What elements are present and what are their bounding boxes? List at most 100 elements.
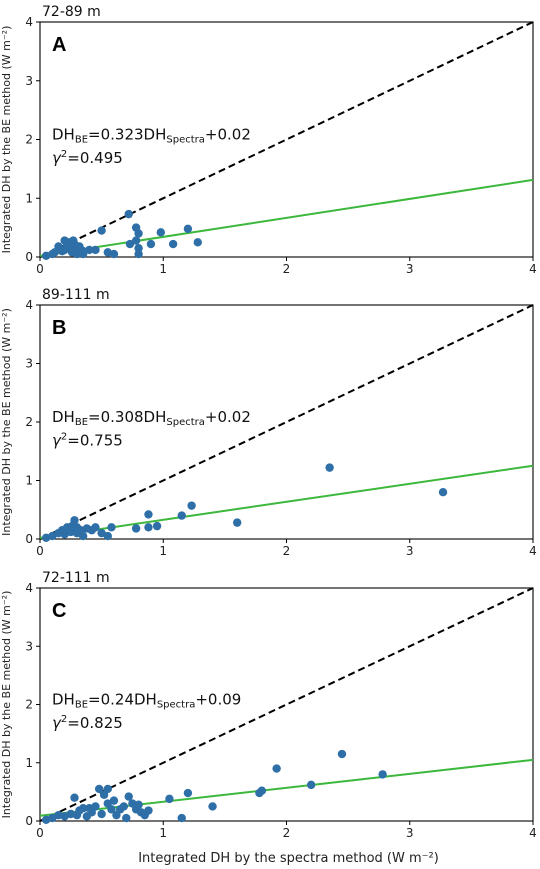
regression-equation: DHBE=0.323DHSpectra+0.02: [52, 126, 251, 146]
y-axis-label: Integrated DH by the BE method (W m⁻²): [0, 591, 13, 819]
x-tick-label: 3: [406, 544, 414, 558]
y-tick-label: 2: [25, 415, 33, 429]
y-tick-label: 3: [25, 639, 33, 653]
data-point: [70, 793, 79, 802]
panel-c: 0 1 2 3 4 0 1 2 3 4 Integrated DH by the BE method…: [0, 570, 537, 840]
panel-b: 0 1 2 3 4 0 1 2 3 4 Integrated DH by the BE method…: [0, 287, 537, 558]
y-tick-label: 3: [25, 74, 33, 88]
x-tick-label: 2: [283, 544, 291, 558]
data-point: [272, 764, 281, 773]
data-point: [134, 243, 143, 253]
data-point: [134, 249, 143, 259]
y-tick-label: 2: [25, 133, 33, 147]
y-tick-label: 0: [25, 532, 33, 546]
x-tick-label: 4: [529, 826, 537, 840]
data-point: [97, 809, 106, 819]
panel-a: 0 1 2 3 4 0 1 2 3 4 Integrated DH by the BE method…: [0, 4, 537, 276]
data-point: [124, 209, 133, 219]
x-tick-label: 0: [36, 826, 44, 840]
data-point: [144, 523, 153, 532]
y-tick-label: 0: [25, 250, 33, 264]
data-point: [131, 236, 141, 245]
x-axis-label: Integrated DH by the spectra method (W m…: [138, 851, 439, 866]
one-to-one-line: [39, 587, 534, 822]
r-squared-label: γ2=0.755: [52, 431, 123, 449]
data-point: [91, 245, 100, 255]
data-point: [125, 239, 135, 249]
data-point: [337, 749, 347, 759]
depth-range-label: 72-111 m: [42, 570, 110, 586]
data-point: [134, 229, 143, 238]
y-tick-label: 0: [25, 814, 33, 828]
data-point: [144, 510, 153, 519]
y-tick-label: 1: [25, 474, 33, 488]
data-point: [122, 813, 131, 823]
depth-range-label: 89-111 m: [42, 287, 110, 303]
data-point: [119, 802, 129, 811]
data-point: [91, 802, 100, 811]
data-point: [177, 511, 186, 520]
y-tick-label: 4: [25, 581, 33, 595]
panel-letter: C: [52, 600, 66, 622]
data-point: [187, 501, 196, 510]
y-axis-label: Integrated DH by the BE method (W m⁻²): [0, 308, 13, 536]
x-tick-label: 2: [283, 262, 291, 276]
x-tick-label: 1: [159, 262, 167, 276]
data-point: [78, 531, 88, 541]
data-point: [146, 239, 156, 249]
data-point: [109, 796, 119, 805]
data-point: [131, 524, 141, 533]
data-point: [144, 806, 153, 815]
regression-equation: DHBE=0.24DHSpectra+0.09: [52, 691, 241, 711]
regression-equation: DHBE=0.308DHSpectra+0.02: [52, 408, 251, 428]
y-tick-label: 4: [25, 298, 33, 312]
data-point: [134, 800, 143, 809]
one-to-one-line: [39, 304, 534, 540]
data-point: [107, 523, 116, 532]
panel-letter: A: [52, 34, 66, 56]
data-point: [306, 780, 316, 790]
data-point: [438, 488, 448, 497]
data-point: [107, 805, 116, 814]
data-point: [257, 786, 267, 795]
x-tick-label: 1: [159, 544, 167, 558]
x-tick-label: 4: [529, 544, 537, 558]
data-point: [103, 784, 112, 794]
data-point: [91, 523, 100, 532]
data-point: [156, 228, 165, 237]
data-point: [152, 521, 162, 531]
data-point: [78, 249, 88, 259]
x-tick-label: 4: [529, 262, 537, 276]
data-point: [168, 239, 178, 249]
data-point: [70, 516, 79, 525]
x-tick-label: 0: [36, 544, 44, 558]
panel-letter: B: [52, 317, 66, 339]
data-point: [208, 802, 217, 811]
data-point: [177, 813, 186, 823]
regression-line: [39, 464, 534, 539]
data-point: [85, 245, 94, 255]
x-tick-label: 0: [36, 262, 44, 276]
data-point: [165, 794, 174, 804]
data-point: [94, 784, 104, 794]
data-point: [325, 463, 334, 472]
data-point: [233, 518, 242, 527]
data-point: [183, 788, 193, 798]
y-tick-label: 2: [25, 698, 33, 712]
data-point: [193, 238, 202, 247]
data-point: [78, 803, 88, 813]
y-tick-label: 1: [25, 756, 33, 770]
y-tick-label: 4: [25, 15, 33, 29]
y-axis-label: Integrated DH by the BE method (W m⁻²): [0, 26, 13, 254]
x-tick-label: 3: [406, 826, 414, 840]
y-tick-label: 1: [25, 191, 33, 205]
data-point: [183, 224, 193, 233]
x-tick-label: 2: [283, 826, 291, 840]
x-tick-label: 3: [406, 262, 414, 276]
data-point: [378, 770, 387, 779]
regression-line: [39, 178, 534, 257]
depth-range-label: 72-89 m: [42, 4, 101, 20]
r-squared-label: γ2=0.495: [52, 149, 123, 167]
x-tick-label: 1: [159, 826, 167, 840]
